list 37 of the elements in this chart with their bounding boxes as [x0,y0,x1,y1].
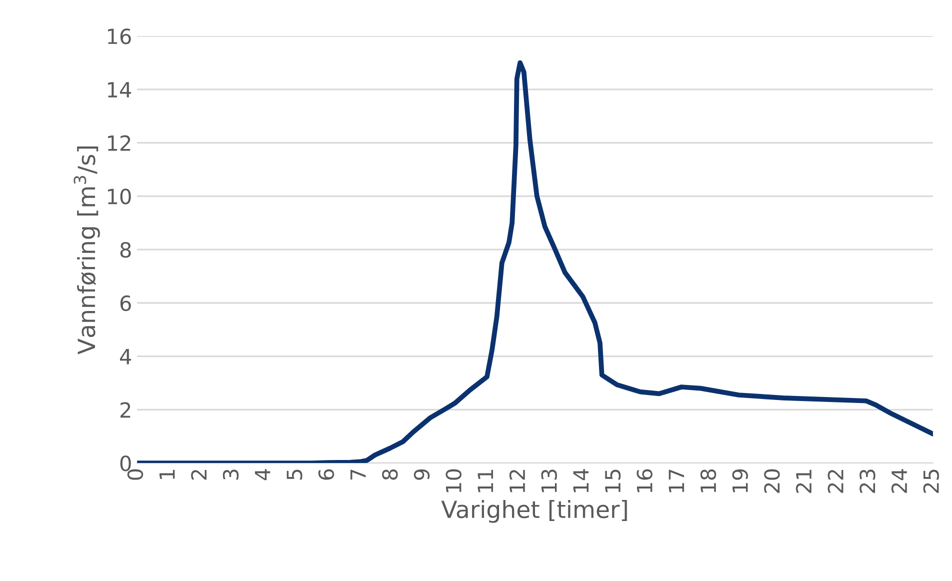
y-tick-label: 12 [108,135,130,151]
x-tick-label: 10 [446,469,462,492]
x-tick-label: 8 [382,469,398,480]
x-tick-label: 14 [573,469,589,492]
x-tick-label: 1 [159,470,175,479]
y-tick-label: 10 [108,188,131,204]
line-series [137,60,933,464]
x-tick-label: 21 [796,470,812,493]
y-tick-label: 4 [120,349,132,364]
y-tick-label: 8 [120,242,131,258]
x-tick-label: 22 [828,470,844,493]
x-tick-label: 18 [700,469,716,492]
x-tick-label: 4 [254,469,270,480]
y-tick-label: 6 [120,295,131,312]
x-tick-label: 7 [350,470,366,480]
x-tick-label: 2 [191,470,207,480]
x-tick-label: 15 [605,470,621,492]
x-tick-label: 0 [127,469,144,480]
x-tick-label: 20 [764,469,780,493]
x-axis-title: Varighet [timer] [441,500,627,523]
y-tick-label: 16 [108,28,131,44]
x-tick-label: 13 [541,470,557,492]
x-tick-label: 23 [860,470,876,493]
x-tick-label: 19 [732,469,748,492]
x-tick-label: 9 [414,469,430,480]
x-tick-label: 5 [286,470,302,480]
x-tick-label: 17 [668,470,684,492]
y-tick-label: 2 [120,402,130,418]
x-tick-label: 11 [478,470,494,492]
x-tick-label: 25 [923,470,940,493]
x-tick-label: 24 [891,469,907,493]
x-tick-label: 3 [222,470,239,480]
x-tick-label: 16 [636,469,652,492]
y-tick-label: 14 [108,82,132,98]
x-tick-label: 6 [318,469,334,480]
x-tick-label: 12 [509,470,525,492]
y-axis-title: Vannføring [m$^{3}$/s] [74,146,100,354]
